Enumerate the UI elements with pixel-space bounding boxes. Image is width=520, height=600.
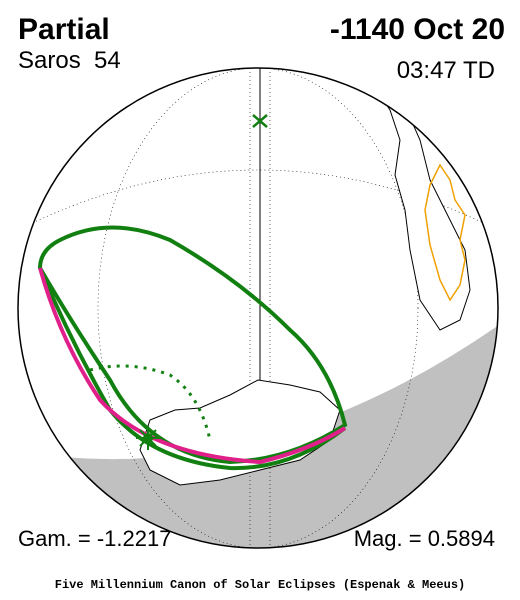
continent <box>369 68 471 331</box>
pole-marker <box>252 114 268 128</box>
graticule <box>97 68 419 548</box>
sunrise-curve <box>89 364 212 441</box>
penumbra-limit <box>38 267 347 471</box>
gamma: Gam. = -1.2217 <box>18 526 171 551</box>
globe-outline <box>17 67 499 549</box>
saros: Saros 54 <box>18 47 121 74</box>
title: Partial <box>18 13 110 46</box>
credit: Five Millennium Canon of Solar Eclipses … <box>55 578 465 592</box>
time: 03:47 TD <box>397 57 495 84</box>
greatest-eclipse-marker <box>136 426 160 450</box>
magnitude: Mag. = 0.5894 <box>354 526 495 551</box>
date: -1140 Oct 20 <box>330 13 505 46</box>
